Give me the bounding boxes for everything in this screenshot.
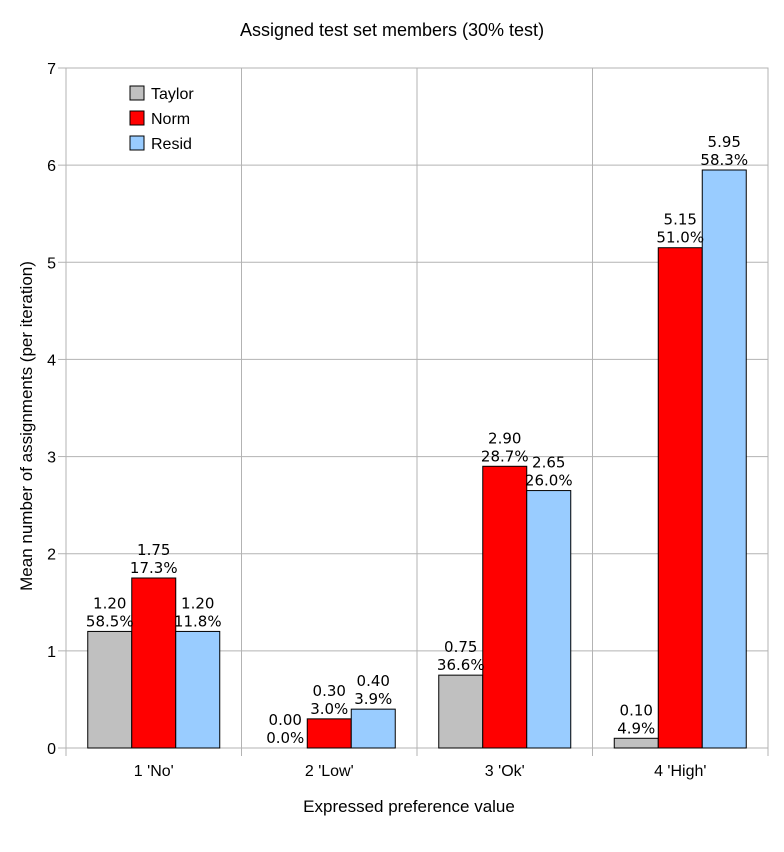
legend-swatch-resid xyxy=(129,135,145,151)
data-label-value: 0.75 xyxy=(444,638,477,656)
x-axis-label: Expressed preference value xyxy=(303,797,515,816)
data-label-percent: 36.6% xyxy=(437,656,485,674)
data-label-percent: 3.9% xyxy=(354,690,392,708)
y-axis-label: Mean number of assignments (per iteratio… xyxy=(17,261,36,591)
data-label-percent: 11.8% xyxy=(174,612,222,630)
bar-norm xyxy=(306,718,352,749)
data-label-percent: 28.7% xyxy=(481,447,529,465)
data-label-value: 0.30 xyxy=(313,682,346,700)
y-tick-label: 1 xyxy=(47,644,56,661)
legend-swatch-taylor xyxy=(129,85,145,101)
data-label-percent: 58.3% xyxy=(700,151,748,169)
legend-label-resid: Resid xyxy=(151,136,192,153)
data-label-value: 0.40 xyxy=(357,672,390,690)
bar-norm xyxy=(482,465,528,749)
legend-label-norm: Norm xyxy=(151,111,190,128)
y-tick-label: 6 xyxy=(47,158,56,175)
data-label-percent: 58.5% xyxy=(86,612,134,630)
data-label-value: 5.15 xyxy=(664,211,697,229)
data-label-percent: 26.0% xyxy=(525,472,573,490)
y-tick-label: 2 xyxy=(47,547,56,564)
bar-taylor xyxy=(87,630,133,749)
data-label-value: 0.00 xyxy=(269,711,302,729)
data-label-value: 1.20 xyxy=(181,594,214,612)
y-tick-label: 5 xyxy=(47,255,56,272)
data-label-value: 5.95 xyxy=(708,133,741,151)
bar-resid xyxy=(350,708,396,749)
x-tick-label: 4 'High' xyxy=(654,763,706,780)
bar-resid xyxy=(175,630,221,749)
data-label-percent: 4.9% xyxy=(617,719,655,737)
y-tick-label: 7 xyxy=(47,61,56,78)
data-label-value: 1.75 xyxy=(137,541,170,559)
bar-taylor xyxy=(613,737,659,749)
data-label-percent: 0.0% xyxy=(266,729,304,747)
bar-norm xyxy=(657,247,703,749)
x-tick-label: 3 'Ok' xyxy=(485,763,525,780)
y-tick-label: 0 xyxy=(47,741,56,758)
bars xyxy=(87,169,747,749)
data-label-percent: 17.3% xyxy=(130,559,178,577)
gridlines xyxy=(66,68,768,748)
data-label-value: 0.10 xyxy=(620,701,653,719)
legend-swatch-norm xyxy=(129,110,145,126)
chart-title: Assigned test set members (30% test) xyxy=(240,20,544,40)
bar-taylor xyxy=(438,674,484,749)
bar-resid xyxy=(526,490,572,749)
y-tick-label: 4 xyxy=(47,352,56,369)
y-axis-ticks: 0 1 2 3 4 5 6 7 xyxy=(47,61,66,758)
data-label-value: 1.20 xyxy=(93,594,126,612)
legend-label-taylor: Taylor xyxy=(151,86,194,103)
data-label-percent: 3.0% xyxy=(310,700,348,718)
bar-norm xyxy=(131,577,177,749)
y-tick-label: 3 xyxy=(47,450,56,467)
x-axis-ticks: 1 'No' 2 'Low' 3 'Ok' 4 'High' xyxy=(65,748,769,780)
x-tick-label: 2 'Low' xyxy=(305,763,354,780)
legend: Taylor Norm Resid xyxy=(129,85,194,153)
x-tick-label: 1 'No' xyxy=(134,763,174,780)
bar-resid xyxy=(701,169,747,749)
data-label-percent: 51.0% xyxy=(656,229,704,247)
data-label-value: 2.90 xyxy=(488,429,521,447)
data-label-value: 2.65 xyxy=(532,454,565,472)
data-labels: 1.2058.5%1.7517.3%1.2011.8%0.000.0%0.303… xyxy=(86,133,748,747)
